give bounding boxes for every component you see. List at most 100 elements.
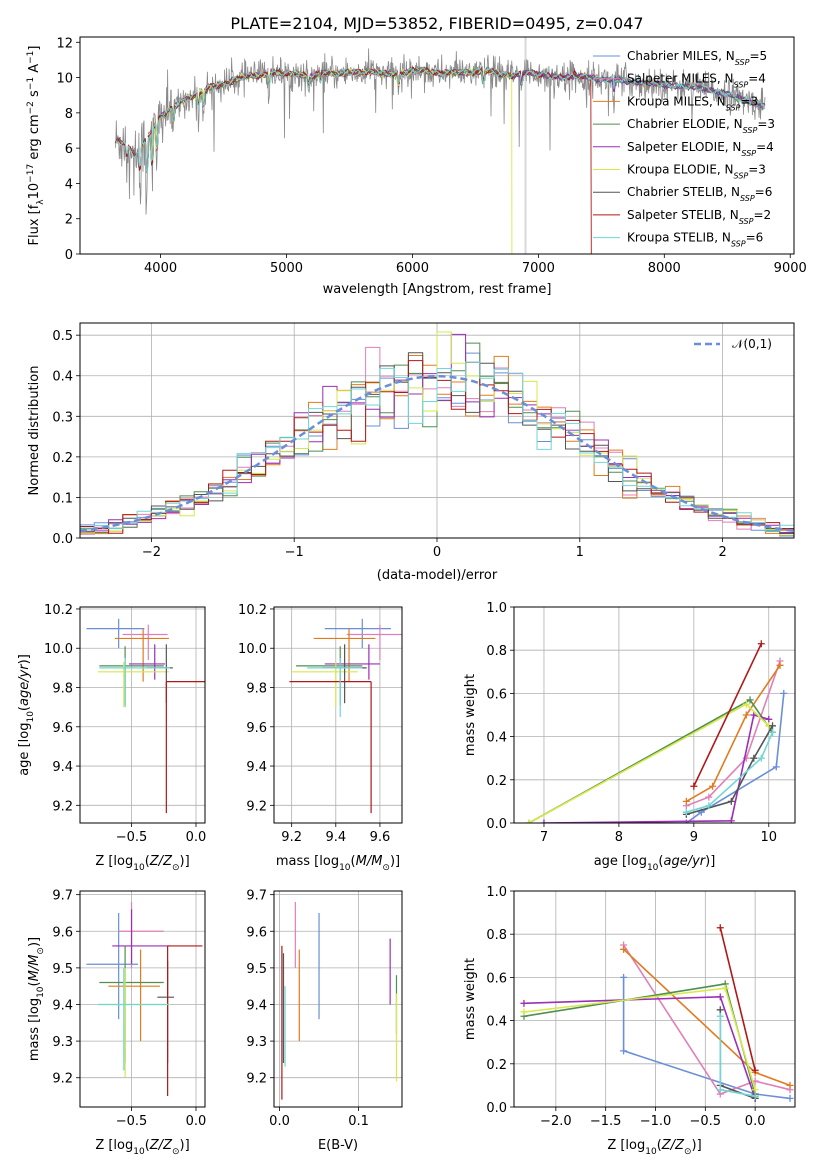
x-tick-label: 4000 [144,261,177,276]
y-tick-label: 9.3 [246,1035,267,1050]
y-tick-label: 9.7 [246,889,267,904]
axis-frame [513,606,796,824]
x-axis-title-part: Z/Z [661,1138,685,1153]
y-tick-label: 0.5 [52,329,73,344]
x-axis-title-part: 10 [339,863,351,873]
x-axis-title-part: ( [351,854,356,869]
sfh-metallicity-panel: −2.0 −1.5 −1.0 −0.5 0.0 0.0 0.2 0.4 0.6 0.8 1.0 Z [… [463,885,796,1157]
sfh-marker [746,696,754,704]
sfh-marker [716,1086,724,1094]
legend-label: Kroupa STELIB, NSSP=6 [627,231,763,249]
x-tick-label: 7 [540,830,548,845]
legend-subscript: SSP [734,80,749,89]
x-axis-title: (data-model)/error [377,568,498,583]
x-axis-title-part: Z [log [95,1138,133,1153]
legend-subscript: SSP [734,171,749,180]
y-tick-label: 9.8 [52,682,73,697]
sfh-marker [540,819,548,823]
y-tick-label: 0.2 [486,1058,507,1073]
histogram-group [80,331,794,537]
y-axis-title-part: λ [36,199,46,205]
axis-frame [513,890,796,1108]
y-axis-title: mass weight [463,958,478,1040]
sfh-line [686,660,781,807]
sfh-marker [742,711,750,719]
y-tick-label: 0.4 [486,731,507,746]
x-tick-label: 9 [690,830,698,845]
axis-frame [79,890,206,1108]
x-tick-label: 1 [576,545,584,560]
x-axis-title-part: age/yr [663,854,706,869]
legend-count: =6 [746,231,764,245]
y-axis-title: Normed distribution [27,366,42,496]
y-axis-title-part: ( [27,981,42,986]
y-tick-label: 6 [65,142,73,157]
y-axis-title-part: age/yr [17,663,32,706]
legend-model: Kroupa STELIB, N [627,231,731,245]
x-axis-title-part: E(B-V) [318,1138,358,1153]
legend-model: Kroupa MILES, N [627,94,726,108]
y-axis-title-part: ⊙ [36,947,46,955]
x-tick-label: 0 [433,545,441,560]
x-tick-label: 6000 [396,261,429,276]
sfh-marker [690,782,698,790]
y-tick-label: 1.0 [486,885,507,900]
x-tick-label: −2.0 [540,1114,572,1129]
legend-model: Chabrier ELODIE, N [627,117,743,131]
x-tick-label: −2 [142,545,161,560]
y-tick-label: 9.2 [246,799,267,814]
x-axis-title-part: Z/Z [149,854,173,869]
y-tick-label: 0.3 [52,410,73,425]
sfh-marker [716,993,724,1001]
legend-subscript: SSP [739,216,754,225]
legend-label: Kroupa ELODIE, NSSP=3 [627,163,766,181]
legend-label: Kroupa MILES, NSSP=3 [627,94,758,112]
legend-label: Chabrier MILES, NSSP=5 [627,49,767,67]
legend-subscript: SSP [726,103,741,112]
y-axis-title-part: )] [27,937,42,947]
sfh-marker [716,1012,724,1020]
legend-count: =6 [755,185,773,199]
y-axis-title-part: mass weight [463,674,478,756]
spectrum-lines [114,37,766,254]
sfh-line [719,927,756,1071]
y-axis-title-part: age [log [17,723,32,776]
y-axis-title-part: mass [log [27,998,42,1061]
model-spectrum-line [114,66,592,254]
x-tick-label: 9.6 [370,830,391,845]
y-tick-label: 0.8 [486,928,507,943]
x-axis-title-part: )] [692,1138,702,1153]
legend-label: Salpeter ELODIE, NSSP=4 [627,140,774,158]
sfh-marker [682,797,690,805]
legend-model: Kroupa ELODIE, N [627,163,734,177]
sfh-marker [705,802,713,810]
x-tick-label: 2 [718,545,726,560]
sfh-marker [757,640,765,648]
y-axis-title: Flux [fλ10−17 erg cm−2 s−1 A−1] [26,46,46,246]
x-axis-title-part: Z [log [607,1138,645,1153]
y-tick-label: 9.6 [246,721,267,736]
sfh-marker [769,722,777,730]
sfh-marker [780,689,788,697]
x-axis-title: mass [log10(M/M⊙)] [276,854,400,873]
y-axis-title-part: Normed distribution [27,366,42,496]
x-axis-title: Z [log10(Z/Z⊙)] [95,854,189,873]
y-axis-title-part: s [27,90,42,101]
figure-title: PLATE=2104, MJD=53852, FIBERID=0495, z=0… [230,14,643,33]
errorbar-group [289,618,402,814]
y-tick-label: 10.0 [44,642,73,657]
sfh-marker [751,1066,759,1074]
errorbar-group [86,618,205,814]
y-tick-label: 0.0 [486,817,507,832]
x-axis-title-part: wavelength [Angstrom, rest frame] [323,282,552,297]
normal-legend-label: 𝒩(0,1) [732,337,772,351]
x-axis-title-part: )] [180,854,190,869]
legend-count: =3 [740,94,758,108]
y-axis-title-part: 10 [36,986,46,998]
sfh-line-group [520,924,794,1102]
sfh-marker [620,1047,628,1055]
x-tick-label: −0.5 [116,830,148,845]
y-tick-label: 9.4 [52,998,73,1013]
